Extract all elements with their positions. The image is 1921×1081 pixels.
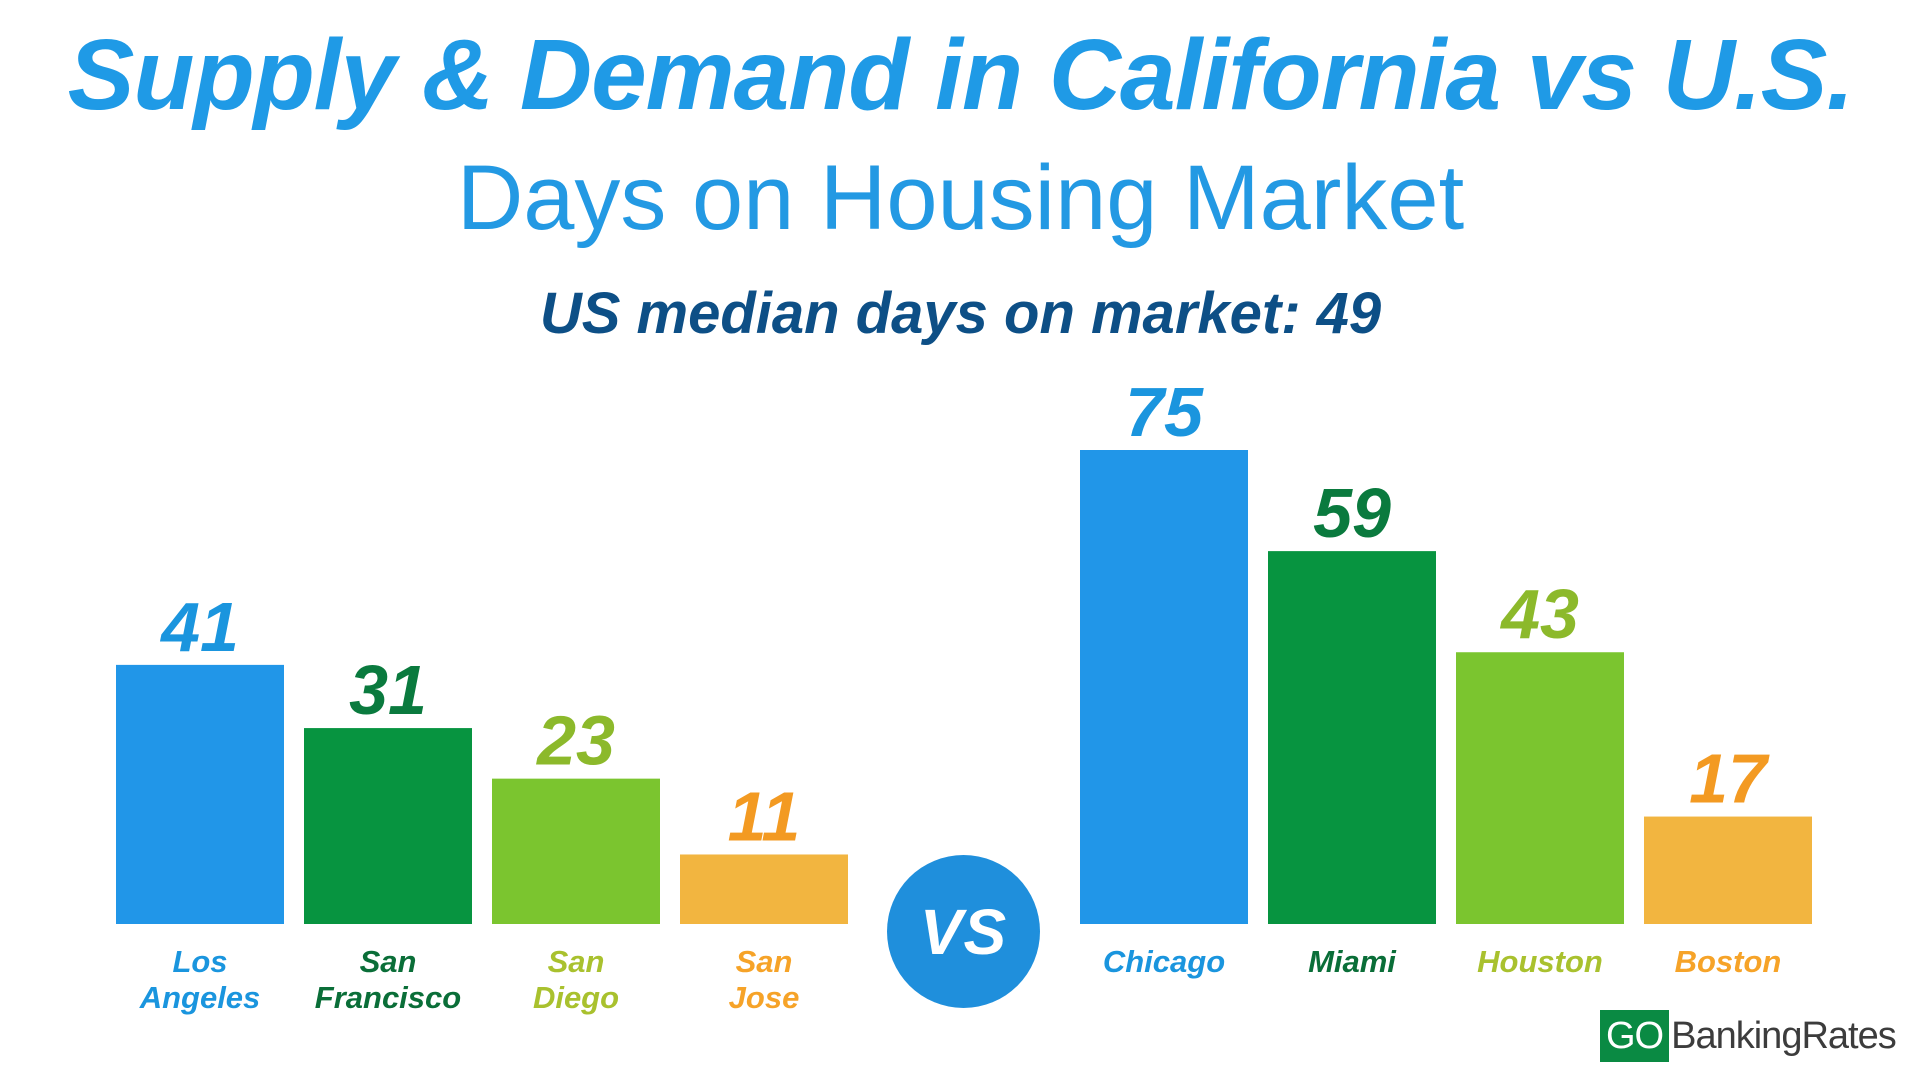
value-label-chicago: 75 — [1125, 373, 1204, 451]
category-label-los-angeles: Los Angeles — [139, 944, 261, 1015]
bar-chicago — [1080, 450, 1248, 924]
chart-title: Supply & Demand in California vs U.S. — [67, 19, 1855, 131]
value-label-miami: 59 — [1313, 474, 1391, 552]
category-label-boston: Boston — [1675, 944, 1782, 979]
gobankingrates-logo: GO BankingRates — [1600, 1010, 1897, 1062]
category-label-chicago: Chicago — [1103, 944, 1225, 979]
us-median-label: US median days on market: 49 — [539, 281, 1382, 346]
value-label-boston: 17 — [1689, 740, 1770, 818]
value-label-los-angeles: 41 — [159, 588, 239, 666]
bar-san-diego — [492, 778, 660, 924]
category-label-houston: Houston — [1477, 944, 1603, 979]
vs-label: VS — [919, 895, 1008, 968]
value-label-san-francisco: 31 — [349, 651, 427, 729]
category-label-san-francisco: San Francisco — [315, 944, 461, 1015]
chart-subtitle: Days on Housing Market — [456, 147, 1465, 249]
logo-bankingrates: BankingRates — [1671, 1014, 1897, 1057]
bar-san-jose — [680, 854, 848, 924]
logo-go: GO — [1600, 1010, 1670, 1062]
value-label-san-jose: 11 — [728, 777, 801, 855]
vs-badge: VS — [887, 855, 1040, 1008]
bar-miami — [1268, 551, 1436, 924]
value-label-san-diego: 23 — [535, 702, 615, 780]
category-label-san-jose: San Jose — [729, 944, 800, 1015]
category-label-san-diego: San Diego — [533, 944, 619, 1015]
bar-houston — [1456, 652, 1624, 924]
bar-san-francisco — [304, 728, 472, 924]
bar-boston — [1644, 816, 1812, 924]
bar-los-angeles — [116, 664, 284, 924]
category-label-miami: Miami — [1308, 944, 1397, 979]
value-label-houston: 43 — [1499, 575, 1579, 653]
